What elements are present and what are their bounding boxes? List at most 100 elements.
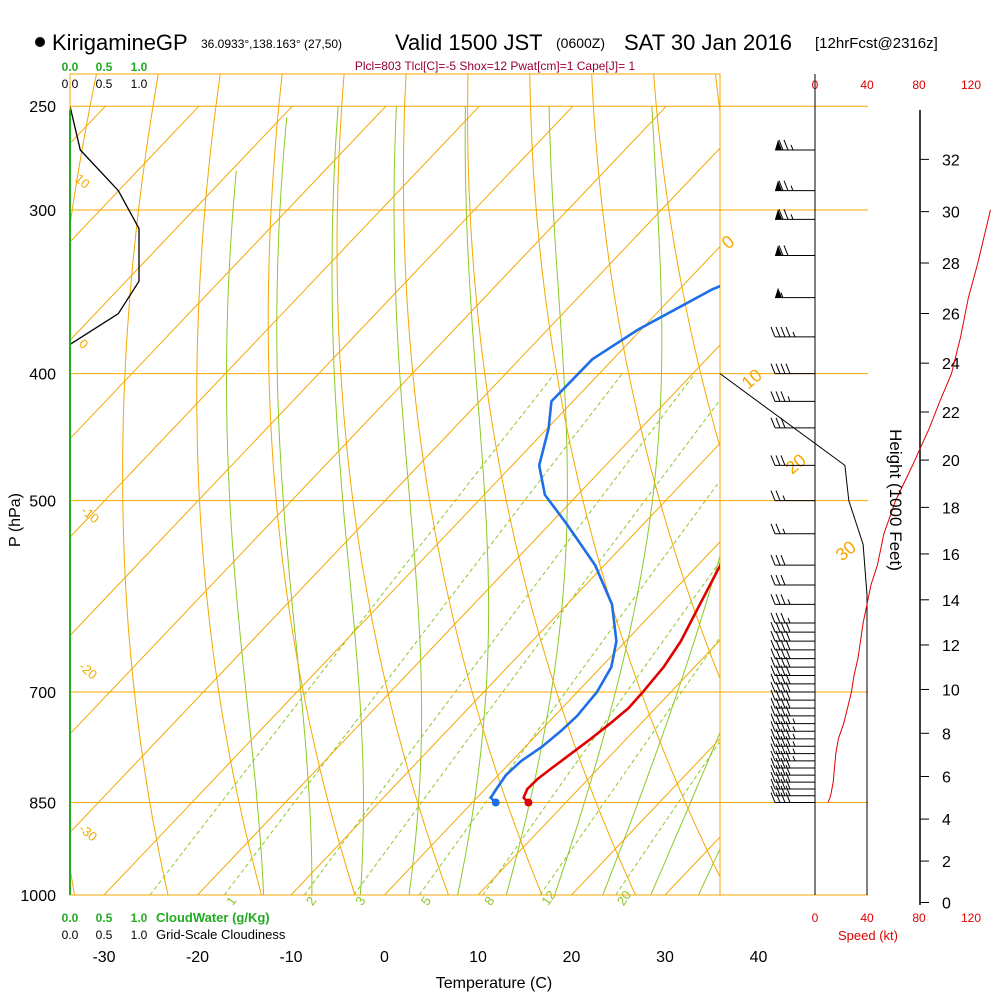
pressure-tick-label: 400 [29,367,56,384]
valid-date: SAT 30 Jan 2016 [624,30,792,55]
height-tick-label: 6 [942,770,951,787]
dry-adiabat-line [402,74,543,895]
barb-flag [780,728,786,740]
dry-adiabat-line [336,74,450,895]
barb-flag [780,594,786,605]
height-tick-label: 20 [942,453,960,470]
barb-flag [780,778,786,790]
barb-pennant [775,287,782,298]
cloudwater-label: CloudWater (g/Kg) [156,910,270,925]
dry-adiabat-line [0,0,58,923]
isotherm-line [70,105,200,243]
barb-flag [770,574,776,586]
wind-panel: 0040408080120120024681012141618202224262… [719,74,991,925]
station-coords: 36.0933°,138.163° (27,50) [201,37,342,51]
height-tick-label: 32 [942,152,960,169]
wind-barb [770,363,815,375]
dry-adiabats [0,0,720,923]
barb-flag [775,455,781,466]
moist-adiabat-line [554,106,663,895]
barb-flag [775,764,781,776]
barb-flag [775,523,781,534]
barb-half-flag [782,528,786,534]
dry-adiabat-line [653,74,720,449]
isotherm-line [384,541,720,895]
barb-flag [770,689,776,701]
barb-flag [785,630,791,642]
isotherm-label: 10 [738,365,766,393]
height-tick-label: 12 [942,638,960,655]
speed-tick-top: 120 [961,78,981,92]
moist-adiabats [226,106,720,895]
barb-flag [775,554,781,566]
moist-adiabat-line [226,170,265,895]
barb-flag [785,785,791,796]
height-tick-label: 22 [942,405,960,422]
barb-flag [770,612,776,624]
wind-barb [770,736,815,747]
temperature-tick-label: 40 [750,949,768,966]
barb-flag [770,554,776,566]
barb-flag [783,180,789,191]
mixing-ratio-line [615,740,720,895]
speed-tick-bottom: 40 [860,911,874,925]
barb-flag [770,326,776,338]
barb-half-flag [787,396,791,402]
barb-flag [770,363,776,374]
wind-barb [770,697,815,709]
barb-flag [775,574,781,586]
barb-flag [780,713,786,724]
mixing-ratio-label: 2 [303,894,319,909]
barb-flag [775,612,781,624]
wind-barb [770,554,815,566]
barb-flag [785,792,791,803]
barb-flag [775,743,781,754]
barb-flag [785,764,791,776]
pressure-tick-label: 300 [29,203,56,220]
barb-flag [770,705,776,717]
barb-half-flag [787,617,791,624]
wind-barb [770,612,815,624]
wind-barb [770,630,815,642]
barb-half-flag [792,331,796,338]
barb-flag [785,757,791,769]
zulu-time: (0600Z) [556,35,605,51]
barb-flag [770,594,776,605]
barb-flag [775,778,781,790]
barb-flag [785,363,791,374]
barb-flag [785,621,791,633]
wind-barb [770,594,815,605]
mixing-ratio-label: 20 [614,888,635,908]
height-tick-label: 4 [942,812,951,829]
barb-flag [770,743,776,754]
temperature-tick-label: 0 [380,949,389,966]
cloudwater-tick-top: 0.0 [62,60,79,74]
barb-flag [770,757,776,769]
barb-flag [770,639,776,651]
moist-adiabat-line [331,106,364,895]
barb-flag [770,713,776,724]
barb-half-flag [787,599,791,605]
mixing-ratio-label: 12 [538,888,559,908]
wind-barb [770,621,815,633]
isotherm-label: -30 [76,821,100,845]
height-tick-label: 14 [942,593,960,610]
station-name: KirigamineGP [52,30,188,55]
barb-flag [770,621,776,633]
barb-flag [780,743,786,754]
barb-flag [770,792,776,803]
dry-adiabat-line [196,74,263,895]
barb-flag [785,743,791,754]
wind-barb [770,391,815,402]
barb-flag [770,490,776,501]
mixing-ratio-label: 5 [418,894,434,909]
barb-half-flag [792,755,796,762]
barb-flag [775,785,781,796]
barb-flag [785,713,791,724]
barb-flag [775,771,781,783]
temperature-surface-marker [524,798,533,807]
barb-flag [775,326,781,338]
barb-flag [770,764,776,776]
height-tick-label: 28 [942,256,960,273]
isotherm-label: 0 [718,231,739,253]
